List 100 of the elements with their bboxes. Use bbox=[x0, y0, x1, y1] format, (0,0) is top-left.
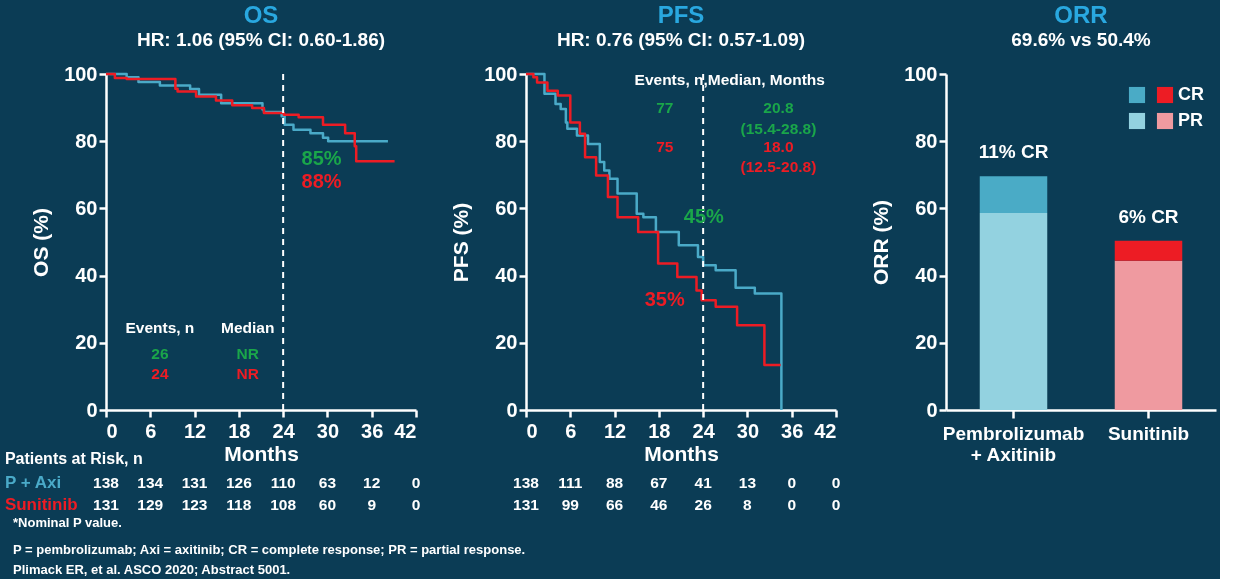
text: 131 bbox=[93, 496, 120, 514]
text: Sunitinib bbox=[4, 495, 78, 515]
y-tick-label: 20 bbox=[75, 331, 98, 354]
data-label: 11% CR bbox=[978, 141, 1049, 163]
x-tick-label: 12 bbox=[183, 419, 207, 442]
chart-subtitle: HR: 0.76 (95% CI: 0.57-1.09) bbox=[556, 29, 806, 50]
y-tick-label: 80 bbox=[915, 129, 938, 152]
chart-subtitle: HR: 1.06 (95% CI: 0.60-1.86) bbox=[136, 29, 386, 50]
text: 0 bbox=[411, 473, 421, 491]
text: 0 bbox=[787, 496, 797, 514]
text: P + Axi bbox=[4, 472, 62, 492]
annotation: 20.8 bbox=[763, 98, 794, 116]
text: 111 bbox=[558, 473, 583, 491]
text: 0 bbox=[787, 473, 797, 491]
y-tick-label: 0 bbox=[926, 398, 938, 421]
x-tick-label: 6 bbox=[565, 419, 577, 442]
text: 131 bbox=[181, 473, 208, 491]
text: 110 bbox=[270, 473, 296, 491]
text: 99 bbox=[561, 496, 580, 514]
annotation: NR bbox=[236, 365, 259, 383]
x-axis-title: Months bbox=[644, 441, 719, 465]
annotation: NR bbox=[236, 344, 259, 362]
text: 60 bbox=[318, 496, 337, 514]
annotation: 18.0 bbox=[763, 137, 794, 155]
y-tick-label: 60 bbox=[915, 196, 938, 219]
text: 66 bbox=[605, 496, 624, 514]
text: 67 bbox=[650, 473, 668, 491]
y-tick-label: 80 bbox=[75, 129, 98, 152]
y-tick-label: 100 bbox=[904, 62, 938, 85]
y-tick-label: 60 bbox=[75, 196, 98, 219]
text: *Nominal P value. bbox=[13, 514, 122, 530]
x-tick-label: 6 bbox=[145, 419, 157, 442]
text: 26 bbox=[694, 496, 713, 514]
text: 131 bbox=[513, 496, 540, 514]
bar bbox=[979, 213, 1048, 410]
text: 12 bbox=[363, 473, 381, 491]
text: P = pembrolizumab; Axi = axitinib; CR = complete response; PR = partial response. bbox=[13, 542, 526, 558]
annotation: 85% bbox=[301, 147, 342, 170]
y-tick-label: 40 bbox=[915, 264, 938, 287]
y-tick-label: 100 bbox=[484, 62, 518, 85]
text: 108 bbox=[270, 496, 297, 514]
text: 9 bbox=[367, 496, 377, 514]
annotation: 75 bbox=[656, 137, 674, 155]
x-tick-label: 42 bbox=[394, 419, 417, 442]
x-tick-label: 18 bbox=[228, 419, 251, 442]
annotation: Events, n bbox=[125, 319, 195, 337]
x-tick-label: 30 bbox=[316, 419, 340, 442]
text: 0 bbox=[831, 473, 841, 491]
text: 46 bbox=[650, 496, 668, 514]
text: 88 bbox=[605, 473, 624, 491]
annotation: 88% bbox=[301, 169, 342, 192]
y-axis-title: PFS (%) bbox=[449, 202, 473, 283]
y-tick-label: 20 bbox=[495, 331, 518, 354]
x-tick-label: 18 bbox=[648, 419, 671, 442]
x-tick-label: 36 bbox=[781, 419, 804, 442]
text: 13 bbox=[738, 473, 757, 491]
text: Plimack ER, et al. ASCO 2020; Abstract 5001. bbox=[13, 561, 291, 577]
chart-title: OS bbox=[243, 1, 279, 28]
chart-subtitle: 69.6% vs 50.4% bbox=[1011, 29, 1151, 50]
text: 138 bbox=[513, 473, 540, 491]
text: Patients at Risk, n bbox=[4, 450, 143, 468]
y-axis-title: ORR (%) bbox=[869, 199, 893, 286]
bar bbox=[1114, 240, 1183, 261]
x-tick-label: Sunitinib bbox=[1107, 422, 1190, 444]
annotation: Events, n,Median, Months bbox=[634, 71, 825, 89]
chart-title: PFS bbox=[657, 1, 705, 28]
annotation: 35% bbox=[644, 288, 685, 311]
x-axis-title: Months bbox=[224, 441, 299, 465]
annotation: 24 bbox=[151, 365, 169, 383]
text: 126 bbox=[225, 473, 253, 491]
text: 118 bbox=[226, 496, 252, 514]
text: 138 bbox=[93, 473, 120, 491]
text: 123 bbox=[181, 496, 208, 514]
text: 63 bbox=[318, 473, 337, 491]
bar bbox=[979, 176, 1048, 214]
annotation: 26 bbox=[151, 344, 169, 362]
x-tick-label: 36 bbox=[361, 419, 384, 442]
y-tick-label: 0 bbox=[86, 398, 98, 421]
x-tick-label: 24 bbox=[272, 419, 296, 442]
text: 134 bbox=[137, 473, 164, 491]
legend-label: CR bbox=[1178, 84, 1204, 104]
annotation: 77 bbox=[656, 98, 674, 116]
x-tick-label: Pembrolizumab + Axitinib bbox=[942, 422, 1085, 465]
y-tick-label: 60 bbox=[495, 196, 518, 219]
chart-title: ORR bbox=[1054, 1, 1108, 28]
x-tick-label: 30 bbox=[736, 419, 760, 442]
y-tick-label: 20 bbox=[915, 331, 938, 354]
text: 0 bbox=[411, 496, 421, 514]
x-tick-label: 0 bbox=[106, 419, 118, 442]
x-tick-label: 12 bbox=[603, 419, 627, 442]
x-tick-label: 24 bbox=[692, 419, 716, 442]
y-tick-label: 100 bbox=[64, 62, 98, 85]
text: 0 bbox=[831, 496, 841, 514]
bar bbox=[1114, 260, 1183, 410]
y-tick-label: 40 bbox=[75, 264, 98, 287]
text: 8 bbox=[743, 496, 753, 514]
legend-label: PR bbox=[1178, 110, 1204, 130]
data-label: 6% CR bbox=[1118, 205, 1179, 227]
annotation: 45% bbox=[683, 205, 725, 228]
annotation: (12.5-20.8) bbox=[740, 158, 817, 176]
